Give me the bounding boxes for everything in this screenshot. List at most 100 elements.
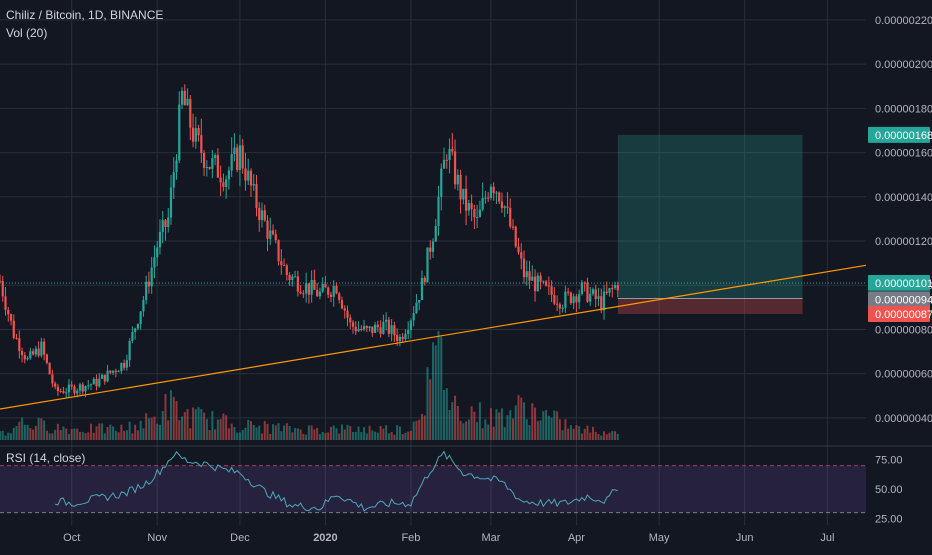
volume-bar	[567, 428, 570, 440]
volume-bar	[586, 425, 589, 440]
candle-body	[572, 296, 575, 304]
time-tick-label: Feb	[401, 532, 420, 544]
candle-body	[172, 171, 175, 188]
volume-bar	[222, 413, 225, 440]
volume-indicator-label[interactable]: Vol (20)	[6, 26, 48, 40]
volume-bar	[169, 390, 172, 440]
candle-body	[31, 351, 35, 355]
volume-bar	[29, 428, 32, 440]
rsi-tick-label: 25.00	[875, 513, 903, 525]
candle-body	[175, 160, 178, 172]
volume-bar	[594, 431, 597, 440]
volume-bar	[81, 431, 84, 440]
time-axis[interactable]: Oct Nov Dec 2020 Feb Mar Apr May Jun Jul	[63, 532, 834, 544]
candle-body	[586, 282, 589, 302]
candle-body	[611, 288, 614, 290]
time-tick-label: 2020	[313, 532, 337, 544]
volume-bar	[67, 434, 70, 440]
trendline-segment	[0, 264, 867, 410]
volume-bar	[459, 420, 462, 440]
candle-body	[131, 331, 134, 341]
candle-body	[103, 374, 106, 382]
volume-bar	[346, 424, 349, 440]
volume-bar	[558, 419, 561, 440]
volume-bar	[536, 420, 539, 440]
volume-bar	[404, 432, 407, 440]
volume-bar	[98, 423, 101, 440]
candle-body	[186, 98, 189, 106]
volume-bar	[233, 426, 236, 440]
candle-body	[48, 362, 51, 375]
time-tick-label: Nov	[147, 532, 167, 544]
candle-body	[423, 277, 426, 283]
volume-bar	[272, 424, 275, 440]
volume-bar	[509, 410, 512, 440]
candle-body	[418, 299, 421, 303]
volume-bar	[296, 428, 299, 440]
volume-bar	[467, 419, 470, 440]
volume-bar	[145, 413, 148, 440]
volume-bar	[324, 433, 327, 440]
volume-bar	[59, 430, 62, 440]
symbol-title[interactable]: Chiliz / Bitcoin, 1D, BINANCE	[6, 8, 164, 22]
candle-body	[310, 279, 313, 295]
volume-bar	[142, 428, 145, 440]
volume-bar	[500, 408, 503, 440]
candle-body	[109, 370, 112, 373]
trendline[interactable]	[0, 264, 867, 410]
candle-body	[169, 187, 173, 218]
volume-bar	[255, 427, 258, 440]
volume-bar	[241, 430, 244, 440]
long-position-tool[interactable]	[0, 134, 866, 314]
candle-body	[106, 370, 109, 382]
volume-bar	[534, 407, 537, 440]
candle-body	[470, 203, 473, 210]
volume-bar	[40, 418, 43, 440]
volume-bar	[332, 425, 335, 440]
candle-body	[578, 294, 581, 303]
volume-bar	[614, 431, 617, 440]
candle-body	[274, 234, 277, 241]
price-axis[interactable]: 0.000000400.000000600.000000800.00000100…	[875, 15, 932, 526]
volume-bar	[569, 425, 572, 440]
volume-bar	[498, 412, 501, 440]
candle-body	[420, 277, 424, 300]
volume-bar	[216, 419, 219, 440]
candle-body	[412, 313, 415, 321]
rsi-indicator-label[interactable]: RSI (14, close)	[6, 451, 86, 465]
volume-bar	[583, 428, 586, 440]
candle-body	[134, 328, 137, 332]
volume-bar	[186, 408, 189, 440]
candle-body	[252, 183, 255, 186]
candle-body	[200, 135, 203, 154]
volume-bar	[531, 403, 534, 440]
volume-bar	[545, 410, 548, 440]
candle-body	[34, 348, 37, 355]
candle-body	[531, 276, 534, 281]
candle-body	[307, 283, 310, 295]
volume-bar	[511, 418, 514, 440]
volume-bar	[313, 429, 316, 440]
volume-bar	[376, 432, 379, 440]
volume-bar	[608, 432, 611, 440]
price-tick-label: 0.00000140	[875, 192, 932, 204]
candle-body	[294, 276, 297, 278]
candle-body	[591, 289, 595, 294]
volume-bar	[236, 432, 239, 440]
volume-bar	[214, 429, 217, 440]
candle-body	[318, 291, 322, 297]
candle-body	[514, 226, 517, 247]
candle-body	[404, 333, 407, 340]
candle-body	[351, 322, 355, 327]
volume-bar	[23, 424, 26, 440]
volume-bar	[514, 405, 517, 440]
volume-bar	[78, 431, 81, 440]
volume-bar	[95, 426, 98, 440]
volume-bar	[172, 396, 175, 440]
candle-body	[266, 220, 269, 239]
volume-bar	[291, 432, 294, 440]
volume-bar	[580, 433, 583, 440]
volume-bar	[230, 423, 233, 440]
